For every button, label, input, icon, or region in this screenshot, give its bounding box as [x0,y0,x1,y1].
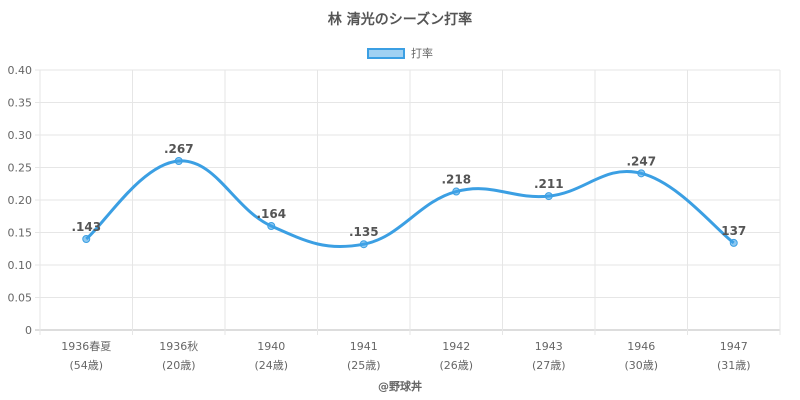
y-tick-label: 0.35 [8,97,33,110]
data-point [637,169,646,178]
data-label: .164 [256,207,286,221]
x-tick-label: 1941 [350,340,378,353]
x-tick-age-label: (30歳) [624,359,658,372]
y-tick-label: 0.10 [8,259,33,272]
data-label: .143 [71,220,101,234]
data-label: .135 [349,225,379,239]
data-point [729,238,738,247]
data-label: 137 [721,224,746,238]
data-point [174,157,183,165]
data-point [267,222,276,230]
data-label: .218 [441,173,471,187]
data-point [544,192,553,201]
x-tick-label: 1942 [442,340,470,353]
x-tick-label: 1940 [257,340,285,353]
y-tick-label: 0.25 [8,162,33,175]
x-tick-label: 1936秋 [159,339,198,353]
x-tick-age-label: (31歳) [717,359,751,372]
data-point [82,235,91,243]
y-tick-label: 0.30 [8,129,33,142]
y-tick-label: 0.15 [8,227,33,240]
x-tick-age-label: (24歳) [254,359,288,372]
legend-swatch [367,47,405,59]
y-tick-label: 0.40 [8,64,33,77]
data-point [359,240,368,249]
x-tick-age-label: (20歳) [162,359,196,372]
credit-text: @野球丼 [378,380,422,393]
x-tick-label: 1946 [627,340,655,353]
data-label: .211 [534,177,564,191]
x-tick-age-label: (25歳) [347,359,381,372]
data-point [452,187,461,196]
legend-label: 打率 [411,47,433,60]
y-tick-label: 0.20 [8,194,33,207]
data-label: .267 [164,142,194,156]
legend[interactable]: 打率 [0,45,800,61]
x-tick-label: 1947 [720,340,748,353]
chart-title: 林 清光のシーズン打率 [327,12,473,28]
x-tick-age-label: (54歳) [69,359,103,372]
x-tick-label: 1936春夏 [61,340,111,353]
x-tick-label: 1943 [535,340,563,353]
y-tick-label: 0 [25,324,32,337]
x-tick-age-label: (26歳) [439,359,473,372]
data-label: .247 [626,154,656,168]
x-tick-age-label: (27歳) [532,359,566,372]
y-tick-label: 0.05 [8,292,33,305]
